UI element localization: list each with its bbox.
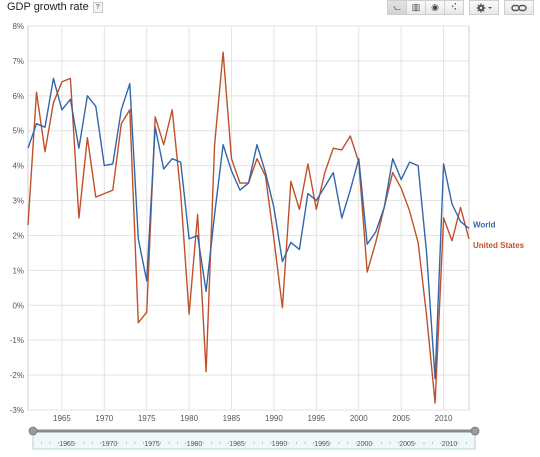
timeline-year-label: 1980 xyxy=(187,441,203,448)
y-tick-label: 4% xyxy=(12,162,24,171)
y-tick-label: 7% xyxy=(12,57,24,66)
timeline-year-label: 1970 xyxy=(102,441,118,448)
grid-lines xyxy=(28,25,469,411)
legend: World United States xyxy=(473,220,525,249)
x-tick-label: 2010 xyxy=(435,414,453,423)
y-tick-label: 6% xyxy=(12,92,24,101)
x-tick-label: 1965 xyxy=(53,414,71,423)
plot-area xyxy=(27,25,470,411)
timeline-year-label: 1995 xyxy=(314,441,330,448)
series-line-world[interactable] xyxy=(27,77,470,380)
y-tick-label: 5% xyxy=(12,127,24,136)
x-tick-label: 1995 xyxy=(307,414,325,423)
series-lines xyxy=(27,51,470,404)
y-tick-label: -3% xyxy=(10,406,24,415)
x-tick-label: 1990 xyxy=(265,414,283,423)
y-tick-label: 0% xyxy=(12,301,24,310)
timeline-year-label: 2005 xyxy=(399,441,415,448)
timeline-year-label: 2010 xyxy=(442,441,458,448)
gear-icon xyxy=(476,3,492,12)
chart-toolbar: ⦦ ▥ ◉ ⠪ xyxy=(387,0,534,15)
chart-title-bar: GDP growth rate ? xyxy=(7,1,103,13)
y-tick-label: -2% xyxy=(10,371,24,380)
x-axis: 1965 1970 1975 1980 1985 1990 1995 2000 2005 2010 xyxy=(53,414,453,423)
legend-entry[interactable]: World xyxy=(473,220,496,229)
x-tick-label: 1970 xyxy=(95,414,113,423)
help-icon[interactable]: ? xyxy=(92,1,103,13)
scatter-chart-icon[interactable]: ⠪ xyxy=(444,0,464,15)
y-axis: -3% -2% -1% 0% 1% 2% 3% 4% 5% 6% 7% 8% xyxy=(10,22,24,415)
page-title: GDP growth rate xyxy=(7,1,89,13)
legend-entry[interactable]: United States xyxy=(473,241,525,250)
y-tick-label: 1% xyxy=(12,266,24,275)
x-tick-label: 1985 xyxy=(223,414,241,423)
x-tick-label: 1975 xyxy=(138,414,156,423)
x-tick-label: 2005 xyxy=(392,414,410,423)
y-tick-label: 2% xyxy=(12,231,24,240)
x-tick-label: 2000 xyxy=(350,414,368,423)
timeline-year-label: 1990 xyxy=(272,441,288,448)
line-chart-icon[interactable]: ⦦ xyxy=(387,0,407,15)
share-link-button[interactable] xyxy=(504,0,534,15)
timeline-year-label: 1985 xyxy=(229,441,245,448)
settings-button[interactable] xyxy=(469,0,499,15)
y-tick-label: 8% xyxy=(12,22,24,31)
chart-type-switcher: ⦦ ▥ ◉ ⠪ xyxy=(387,0,464,15)
timeline-slider[interactable]: 1965 1970 1975 1980 1985 1990 1995 2000 2005 2010 xyxy=(28,426,480,450)
timeline-year-label: 2000 xyxy=(357,441,373,448)
timeline-year-label: 1975 xyxy=(144,441,160,448)
timeline-start-handle[interactable] xyxy=(28,426,38,436)
y-tick-label: -1% xyxy=(10,336,24,345)
y-tick-label: 3% xyxy=(12,197,24,206)
x-tick-label: 1980 xyxy=(180,414,198,423)
timeline-end-handle[interactable] xyxy=(470,426,480,436)
link-icon xyxy=(511,4,527,11)
timeline-year-label: 1965 xyxy=(59,441,75,448)
